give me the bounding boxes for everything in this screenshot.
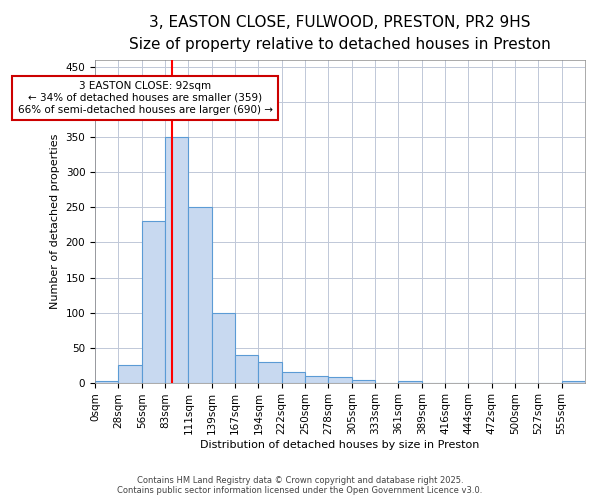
- Bar: [188, 208, 212, 382]
- Bar: [305, 376, 328, 382]
- Bar: [398, 381, 422, 382]
- Bar: [259, 362, 281, 382]
- Bar: [562, 381, 585, 382]
- Y-axis label: Number of detached properties: Number of detached properties: [50, 134, 60, 309]
- X-axis label: Distribution of detached houses by size in Preston: Distribution of detached houses by size …: [200, 440, 480, 450]
- Bar: [165, 138, 188, 382]
- Bar: [95, 381, 118, 382]
- Bar: [212, 312, 235, 382]
- Bar: [328, 377, 352, 382]
- Bar: [281, 372, 305, 382]
- Bar: [235, 354, 259, 382]
- Text: Contains HM Land Registry data © Crown copyright and database right 2025.
Contai: Contains HM Land Registry data © Crown c…: [118, 476, 482, 495]
- Bar: [142, 222, 165, 382]
- Text: 3 EASTON CLOSE: 92sqm
← 34% of detached houses are smaller (359)
66% of semi-det: 3 EASTON CLOSE: 92sqm ← 34% of detached …: [17, 82, 272, 114]
- Bar: [352, 380, 375, 382]
- Bar: [118, 365, 142, 382]
- Title: 3, EASTON CLOSE, FULWOOD, PRESTON, PR2 9HS
Size of property relative to detached: 3, EASTON CLOSE, FULWOOD, PRESTON, PR2 9…: [129, 15, 551, 52]
